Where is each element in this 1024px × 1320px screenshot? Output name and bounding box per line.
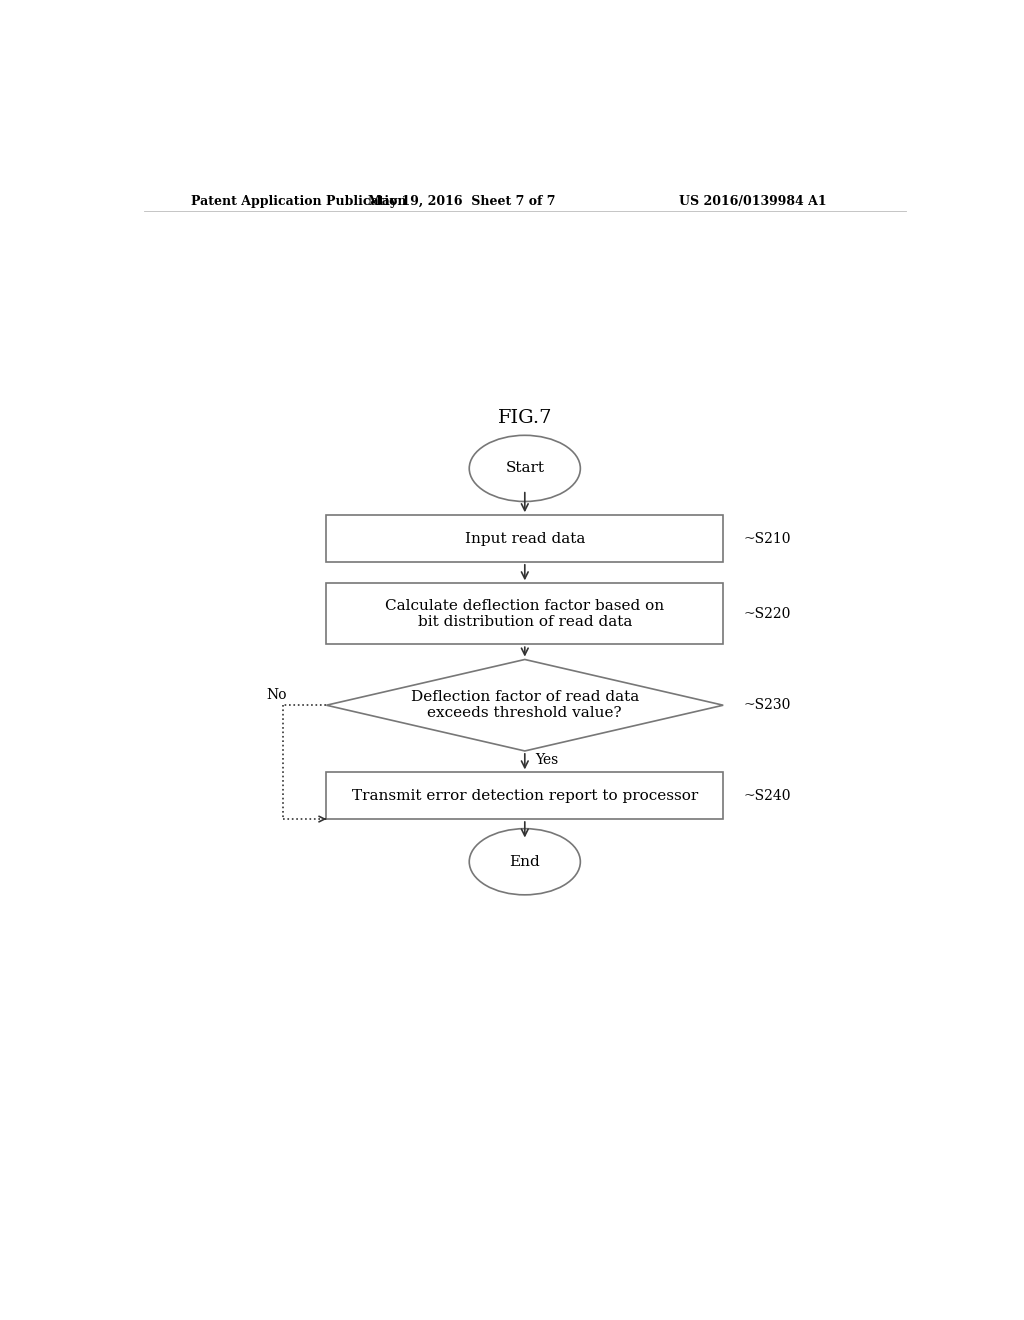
Text: US 2016/0139984 A1: US 2016/0139984 A1: [679, 194, 826, 207]
Bar: [327, 772, 723, 818]
Text: ~S210: ~S210: [743, 532, 791, 545]
Ellipse shape: [469, 829, 581, 895]
Ellipse shape: [469, 436, 581, 502]
Text: Calculate deflection factor based on
bit distribution of read data: Calculate deflection factor based on bit…: [385, 599, 665, 628]
Bar: [327, 515, 723, 562]
Text: Input read data: Input read data: [465, 532, 585, 545]
Text: Patent Application Publication: Patent Application Publication: [191, 194, 407, 207]
Bar: [327, 583, 723, 644]
Text: FIG.7: FIG.7: [498, 409, 552, 426]
Text: No: No: [266, 688, 287, 702]
Text: End: End: [509, 855, 541, 869]
Text: Transmit error detection report to processor: Transmit error detection report to proce…: [351, 788, 698, 803]
Text: ~S230: ~S230: [743, 698, 791, 713]
Text: ~S240: ~S240: [743, 788, 791, 803]
Text: ~S220: ~S220: [743, 607, 791, 620]
Text: May 19, 2016  Sheet 7 of 7: May 19, 2016 Sheet 7 of 7: [368, 194, 555, 207]
Text: Start: Start: [505, 462, 545, 475]
Text: Yes: Yes: [536, 754, 558, 767]
Polygon shape: [327, 660, 723, 751]
Text: Deflection factor of read data
exceeds threshold value?: Deflection factor of read data exceeds t…: [411, 690, 639, 721]
